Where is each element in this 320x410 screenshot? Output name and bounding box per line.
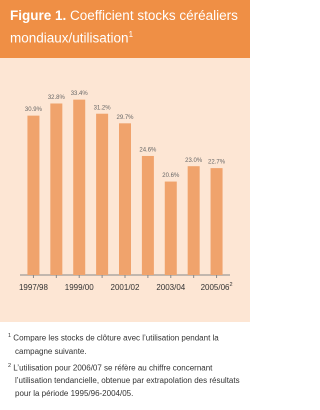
- bar: [141, 155, 154, 275]
- bar: [187, 166, 200, 275]
- bar: [50, 103, 63, 275]
- x-tick-label-text: 2003/04: [156, 283, 185, 292]
- x-tick-label: 1999/00: [65, 283, 94, 292]
- value-label: 24.6%: [139, 148, 157, 154]
- bar: [96, 113, 109, 275]
- x-tick-label: 2003/04: [156, 283, 185, 292]
- value-label: 32.8%: [48, 95, 66, 101]
- footnote-text: L’utilisation pour 2006/07 se réfère au …: [13, 363, 240, 399]
- value-label: 29.7%: [116, 115, 134, 121]
- x-tick-label: 2001/02: [111, 283, 140, 292]
- value-label: 33.4%: [71, 91, 89, 97]
- footnote: 2 L’utilisation pour 2006/07 se réfère a…: [8, 360, 244, 401]
- x-tick-label: 2005/062: [201, 282, 233, 292]
- title-note: 1: [128, 30, 134, 39]
- value-label: 31.2%: [94, 105, 112, 111]
- footnote-marker: 2: [8, 362, 12, 369]
- value-label: 30.9%: [25, 107, 43, 113]
- x-tick-label-text: 2001/02: [111, 283, 140, 292]
- footnote-marker: 1: [8, 333, 12, 339]
- chart: 30.9% 1997/98 32.8% 33.4% 1999/00 31.2% 29.7% 2…: [0, 58, 250, 322]
- value-label: 23.0%: [185, 158, 203, 164]
- footnote: 1 Compare les stocks de clôture avec l’u…: [8, 330, 244, 358]
- figure-header: Figure 1. Coefficient stocks céréaliers …: [0, 0, 250, 58]
- bar: [210, 168, 223, 275]
- value-label: 20.6%: [162, 173, 180, 179]
- bar: [27, 115, 40, 275]
- footnote-text: Compare les stocks de clôture avec l’uti…: [13, 333, 219, 356]
- x-tick-label-text: 2005/06: [201, 283, 230, 292]
- chart-title: Coefficient stocks céréaliers mondiaux/u…: [10, 8, 238, 46]
- x-tick-label: 1997/98: [19, 283, 48, 292]
- footnotes: 1 Compare les stocks de clôture avec l’u…: [8, 330, 244, 402]
- bar: [73, 99, 86, 275]
- x-tick-label-text: 1997/98: [19, 283, 48, 292]
- bar: [164, 181, 177, 275]
- value-label: 22.7%: [208, 160, 226, 166]
- category-note: 2: [229, 282, 232, 288]
- figure-label: Figure 1.: [10, 8, 67, 23]
- bar: [119, 123, 131, 275]
- x-tick-label-text: 1999/00: [65, 283, 94, 292]
